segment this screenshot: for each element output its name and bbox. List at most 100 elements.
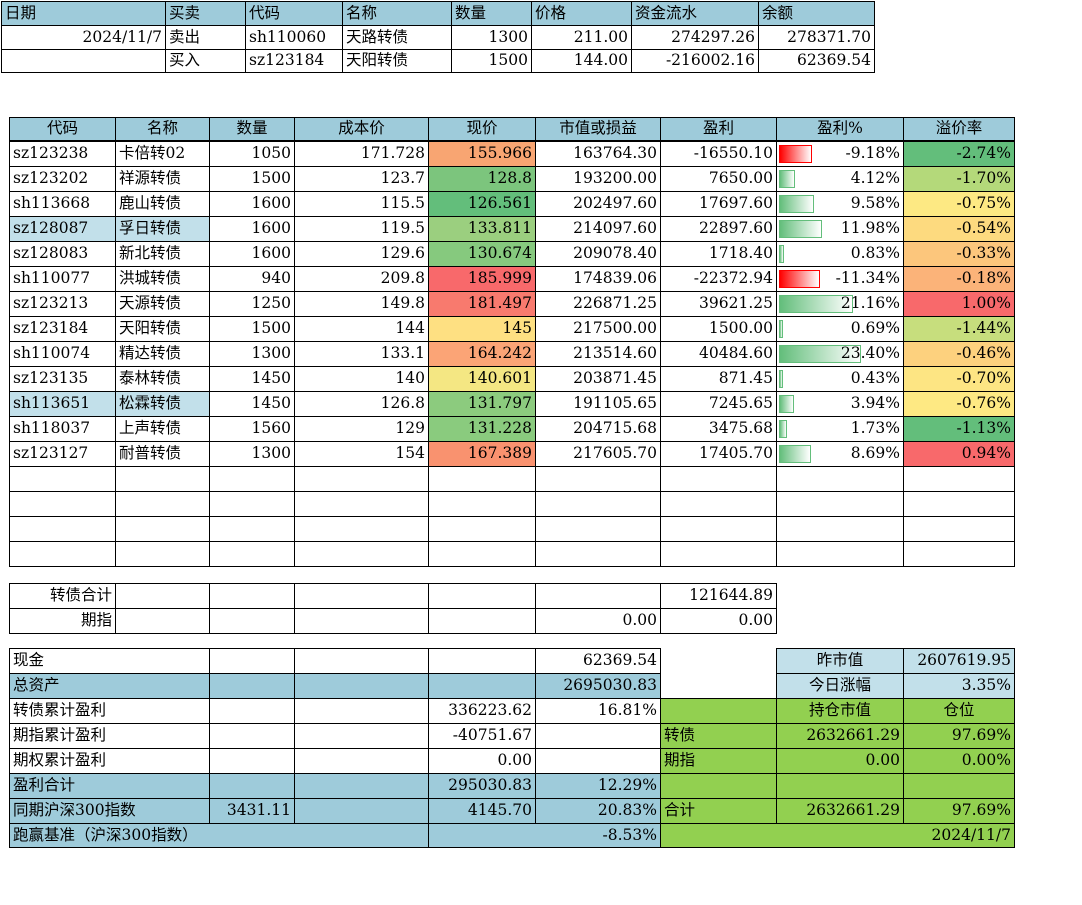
holdings-pct-cell[interactable]: 23.40% xyxy=(776,341,904,367)
empty-cell[interactable] xyxy=(209,466,295,492)
empty-cell[interactable] xyxy=(903,466,1015,492)
position-mv-cell[interactable] xyxy=(776,773,904,799)
summary-value-cell[interactable] xyxy=(294,748,429,774)
holdings-value-cell[interactable]: 202497.60 xyxy=(535,191,661,217)
holdings-header-cell[interactable]: 市值或损益 xyxy=(535,117,661,141)
summary-value-cell[interactable] xyxy=(209,648,295,674)
holdings-qty-cell[interactable]: 1300 xyxy=(209,341,295,367)
empty-cell[interactable] xyxy=(9,491,116,517)
holdings-value-cell[interactable]: 163764.30 xyxy=(535,141,661,167)
trade-header-cell[interactable]: 代码 xyxy=(245,1,343,26)
trade-cell[interactable]: 144.00 xyxy=(531,49,632,73)
holdings-code-cell[interactable]: sz123135 xyxy=(9,366,116,392)
holdings-cost-cell[interactable]: 209.8 xyxy=(294,266,429,292)
holdings-premium-cell[interactable]: -0.18% xyxy=(903,266,1015,292)
summary-value-cell[interactable]: 4145.70 xyxy=(428,798,536,824)
holdings-name-cell[interactable]: 洪城转债 xyxy=(115,266,210,292)
holdings-profit-cell[interactable]: -22372.94 xyxy=(660,266,777,292)
holdings-qty-cell[interactable]: 1600 xyxy=(209,191,295,217)
holdings-value-cell[interactable]: 217605.70 xyxy=(535,441,661,467)
holdings-premium-cell[interactable]: -0.76% xyxy=(903,391,1015,417)
holdings-premium-cell[interactable]: -0.70% xyxy=(903,366,1015,392)
summary-value-cell[interactable]: 3431.11 xyxy=(209,798,295,824)
holdings-premium-cell[interactable]: -0.33% xyxy=(903,241,1015,267)
summary-value-cell[interactable] xyxy=(294,723,429,749)
holdings-cost-cell[interactable]: 154 xyxy=(294,441,429,467)
holdings-profit-cell[interactable]: 7245.65 xyxy=(660,391,777,417)
holdings-name-cell[interactable]: 耐普转债 xyxy=(115,441,210,467)
holdings-cost-cell[interactable]: 129 xyxy=(294,416,429,442)
empty-cell[interactable] xyxy=(903,491,1015,517)
empty-cell[interactable] xyxy=(209,516,295,542)
holdings-name-cell[interactable]: 新北转债 xyxy=(115,241,210,267)
holdings-pct-cell[interactable]: -9.18% xyxy=(776,141,904,167)
holdings-qty-cell[interactable]: 1500 xyxy=(209,166,295,192)
holdings-price-cell[interactable]: 185.999 xyxy=(428,266,536,292)
today-value-cell[interactable]: 3.35% xyxy=(903,673,1015,699)
holdings-pct-cell[interactable]: 4.12% xyxy=(776,166,904,192)
summary-value-cell[interactable] xyxy=(209,723,295,749)
summary-value-cell[interactable]: 2695030.83 xyxy=(535,673,661,699)
holdings-premium-cell[interactable]: -0.46% xyxy=(903,341,1015,367)
summary-value-cell[interactable]: 20.83% xyxy=(535,798,661,824)
empty-cell[interactable] xyxy=(115,516,210,542)
holdings-pct-cell[interactable]: 0.83% xyxy=(776,241,904,267)
empty-cell[interactable] xyxy=(535,516,661,542)
summary-label-cell[interactable]: 转债累计盈利 xyxy=(9,698,210,724)
holdings-code-cell[interactable]: sz123238 xyxy=(9,141,116,167)
holdings-value-cell[interactable]: 226871.25 xyxy=(535,291,661,317)
position-mv-cell[interactable]: 持仓市值 xyxy=(776,698,904,724)
empty-cell[interactable] xyxy=(535,491,661,517)
holdings-value-cell[interactable]: 209078.40 xyxy=(535,241,661,267)
beat-label-cell[interactable]: 跑赢基准（沪深300指数） xyxy=(9,823,429,848)
empty-cell[interactable] xyxy=(294,466,429,492)
holdings-name-cell[interactable]: 孚日转债 xyxy=(115,216,210,242)
position-label-cell[interactable]: 合计 xyxy=(660,798,777,824)
holdings-pct-cell[interactable]: -11.34% xyxy=(776,266,904,292)
empty-cell[interactable] xyxy=(428,516,536,542)
empty-cell[interactable] xyxy=(294,516,429,542)
holdings-qty-cell[interactable]: 940 xyxy=(209,266,295,292)
summary-value-cell[interactable]: 16.81% xyxy=(535,698,661,724)
holdings-name-cell[interactable]: 泰林转债 xyxy=(115,366,210,392)
holdings-header-cell[interactable]: 现价 xyxy=(428,117,536,141)
holdings-value-cell[interactable]: 214097.60 xyxy=(535,216,661,242)
holdings-profit-cell[interactable]: 39621.25 xyxy=(660,291,777,317)
summary-value-cell[interactable] xyxy=(428,648,536,674)
position-mv-cell[interactable]: 2632661.29 xyxy=(776,723,904,749)
empty-cell[interactable] xyxy=(115,466,210,492)
holdings-qty-cell[interactable]: 1300 xyxy=(209,441,295,467)
holdings-pct-cell[interactable]: 21.16% xyxy=(776,291,904,317)
holdings-price-cell[interactable]: 167.389 xyxy=(428,441,536,467)
holdings-value-cell[interactable]: 217500.00 xyxy=(535,316,661,342)
trade-header-cell[interactable]: 价格 xyxy=(531,1,632,26)
summary-value-cell[interactable] xyxy=(294,698,429,724)
holdings-header-cell[interactable]: 代码 xyxy=(9,117,116,141)
empty-cell[interactable] xyxy=(660,541,777,567)
totals-cell[interactable] xyxy=(294,583,429,609)
empty-cell[interactable] xyxy=(903,541,1015,567)
holdings-premium-cell[interactable]: -0.75% xyxy=(903,191,1015,217)
summary-value-cell[interactable] xyxy=(294,673,429,699)
summary-value-cell[interactable] xyxy=(535,748,661,774)
empty-cell[interactable] xyxy=(294,491,429,517)
holdings-name-cell[interactable]: 天源转债 xyxy=(115,291,210,317)
empty-cell[interactable] xyxy=(294,541,429,567)
holdings-premium-cell[interactable]: -2.74% xyxy=(903,141,1015,167)
yday-label-cell[interactable]: 昨市值 xyxy=(776,648,904,674)
empty-cell[interactable] xyxy=(9,466,116,492)
summary-value-cell[interactable] xyxy=(209,773,295,799)
empty-cell[interactable] xyxy=(776,516,904,542)
trade-header-cell[interactable]: 买卖 xyxy=(165,1,246,26)
holdings-cost-cell[interactable]: 140 xyxy=(294,366,429,392)
trade-cell[interactable] xyxy=(1,49,166,73)
empty-cell[interactable] xyxy=(660,466,777,492)
position-label-cell[interactable] xyxy=(660,698,777,724)
holdings-header-cell[interactable]: 名称 xyxy=(115,117,210,141)
trade-cell[interactable]: sz123184 xyxy=(245,49,343,73)
trade-header-cell[interactable]: 数量 xyxy=(451,1,532,26)
totals-cell[interactable] xyxy=(209,608,295,634)
trade-cell[interactable]: 274297.26 xyxy=(631,25,759,50)
holdings-profit-cell[interactable]: 17697.60 xyxy=(660,191,777,217)
holdings-price-cell[interactable]: 131.797 xyxy=(428,391,536,417)
